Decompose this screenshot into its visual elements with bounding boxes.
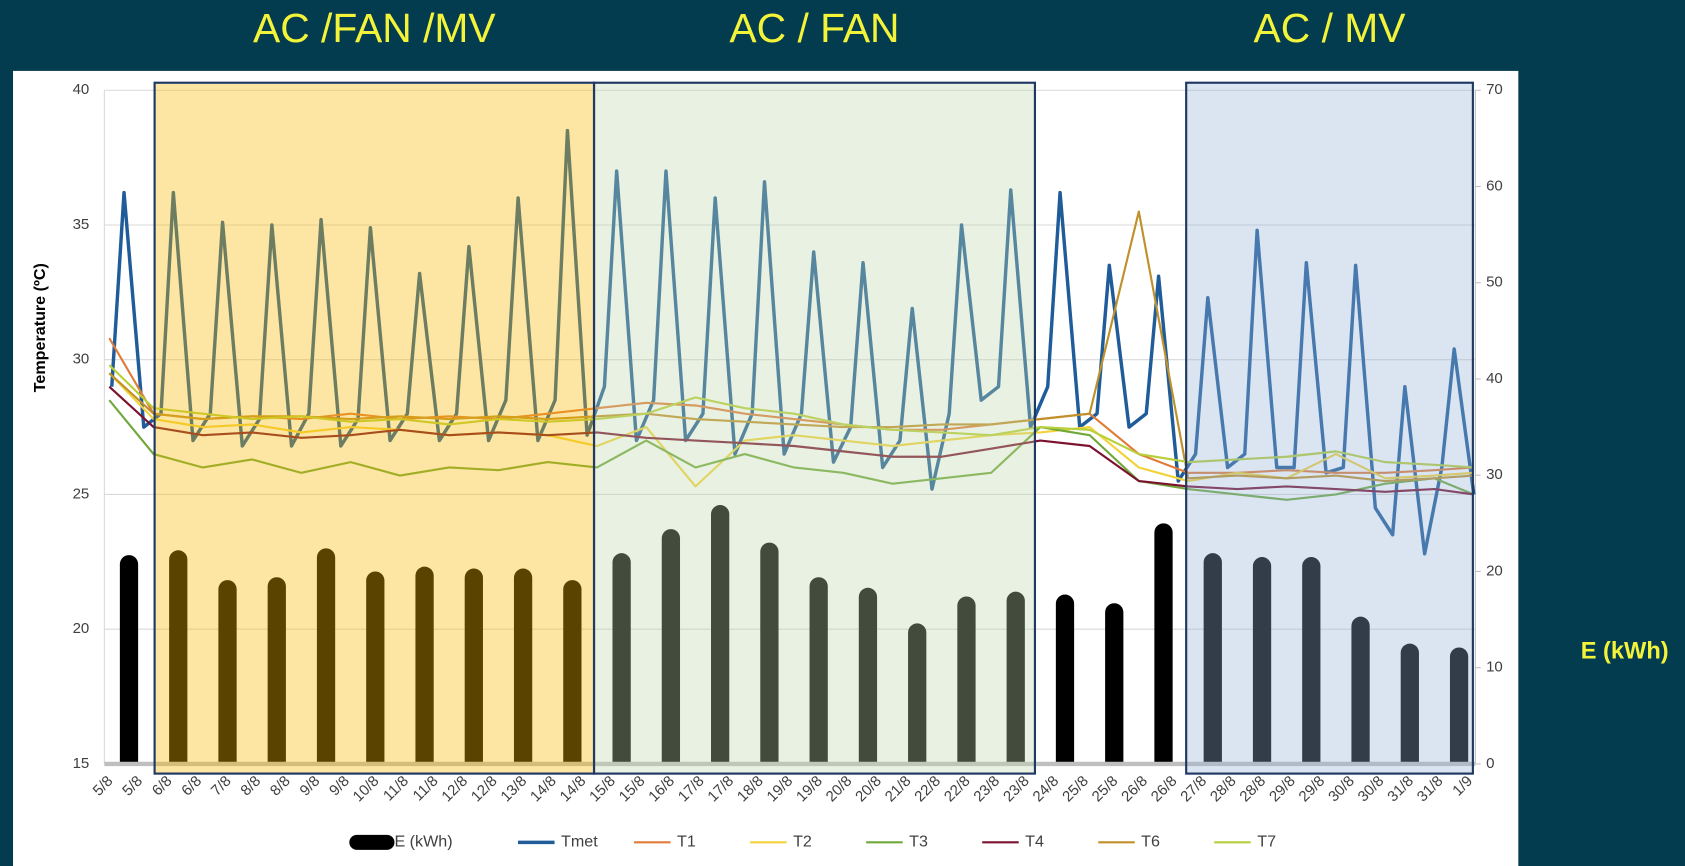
bar <box>415 566 434 764</box>
bar <box>1006 591 1025 764</box>
shaded-region <box>153 81 596 775</box>
legend-label: E (kWh) <box>394 833 452 851</box>
y-tick-label: 35 <box>73 216 90 233</box>
line-series <box>108 399 1475 501</box>
line-series <box>108 364 1474 469</box>
bar <box>809 577 828 764</box>
y2-axis-label: E (kWh) <box>1581 638 1669 664</box>
region-title: AC / MV <box>1254 5 1407 51</box>
y-tick-label: 30 <box>73 351 90 368</box>
y-axis-label: Temperature (ºC) <box>31 263 49 392</box>
bar <box>119 555 139 764</box>
region-title: AC /FAN /MV <box>253 5 496 51</box>
bar <box>1252 557 1272 764</box>
legend-label: T1 <box>677 833 696 851</box>
bar <box>563 580 582 764</box>
bar <box>1203 553 1222 764</box>
line-series <box>108 372 1474 488</box>
bar <box>169 550 188 764</box>
y-tick-label: 25 <box>73 485 90 502</box>
region-title: AC / FAN <box>729 5 899 51</box>
line-series <box>108 337 1474 474</box>
bar <box>908 623 927 764</box>
y2-tick-label: 40 <box>1486 370 1503 387</box>
bar <box>513 568 533 764</box>
bar <box>711 505 730 764</box>
y-tick-label: 20 <box>73 620 90 637</box>
legend-label: T4 <box>1025 833 1044 851</box>
bar <box>1449 647 1469 764</box>
bar <box>1105 603 1124 764</box>
bar <box>366 571 385 764</box>
bar <box>267 577 286 764</box>
bar <box>1154 523 1173 764</box>
y2-tick-label: 70 <box>1486 81 1503 98</box>
shaded-region <box>1185 81 1474 775</box>
bar <box>661 529 681 764</box>
bar <box>1351 616 1370 764</box>
legend-label: T2 <box>793 833 812 851</box>
y2-tick-label: 30 <box>1486 466 1503 483</box>
legend-label: T6 <box>1141 833 1160 851</box>
y2-tick-label: 60 <box>1486 177 1503 194</box>
bar <box>1400 643 1419 764</box>
legend-label: T7 <box>1257 833 1276 851</box>
bar <box>464 568 483 764</box>
y-tick-label: 40 <box>73 81 90 98</box>
y2-tick-label: 20 <box>1486 562 1503 579</box>
y2-tick-label: 0 <box>1486 755 1494 772</box>
y2-tick-label: 50 <box>1486 274 1503 291</box>
legend-label: Tmet <box>561 833 598 851</box>
line-series <box>108 210 1474 483</box>
bar <box>612 553 631 764</box>
bar <box>218 580 237 764</box>
bar <box>957 596 976 764</box>
shaded-region <box>592 81 1037 775</box>
y-tick-label: 15 <box>73 755 90 772</box>
bar <box>1302 557 1321 764</box>
line-series <box>108 385 1474 496</box>
bar <box>316 548 336 764</box>
bar <box>1055 594 1075 764</box>
bar <box>858 587 878 764</box>
y2-tick-label: 10 <box>1486 659 1503 676</box>
bar <box>760 542 779 764</box>
legend-label: T3 <box>909 833 928 851</box>
line-series <box>110 128 1476 556</box>
